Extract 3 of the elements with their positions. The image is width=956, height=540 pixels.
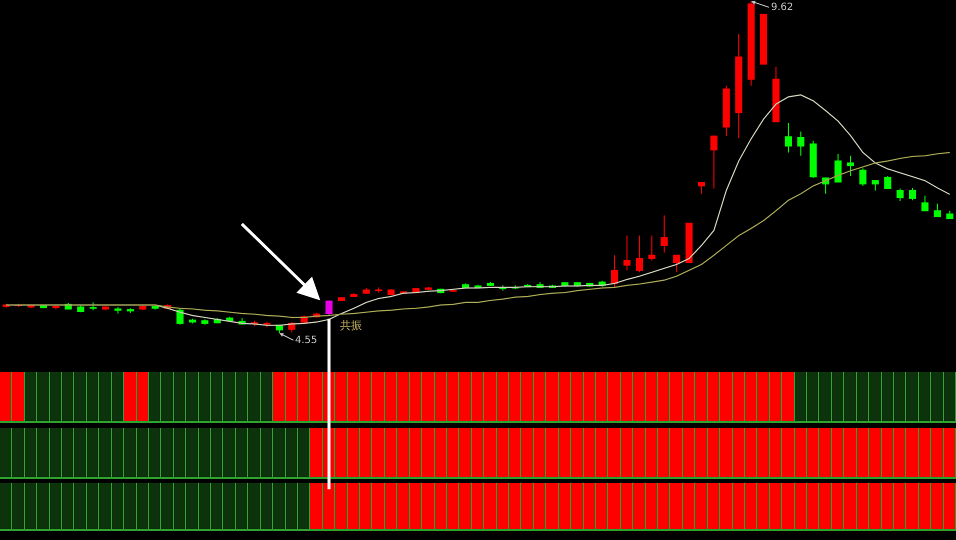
annotation: 共振	[340, 319, 362, 332]
text: 4.55	[295, 335, 318, 346]
annotation: 9.62	[771, 2, 794, 13]
